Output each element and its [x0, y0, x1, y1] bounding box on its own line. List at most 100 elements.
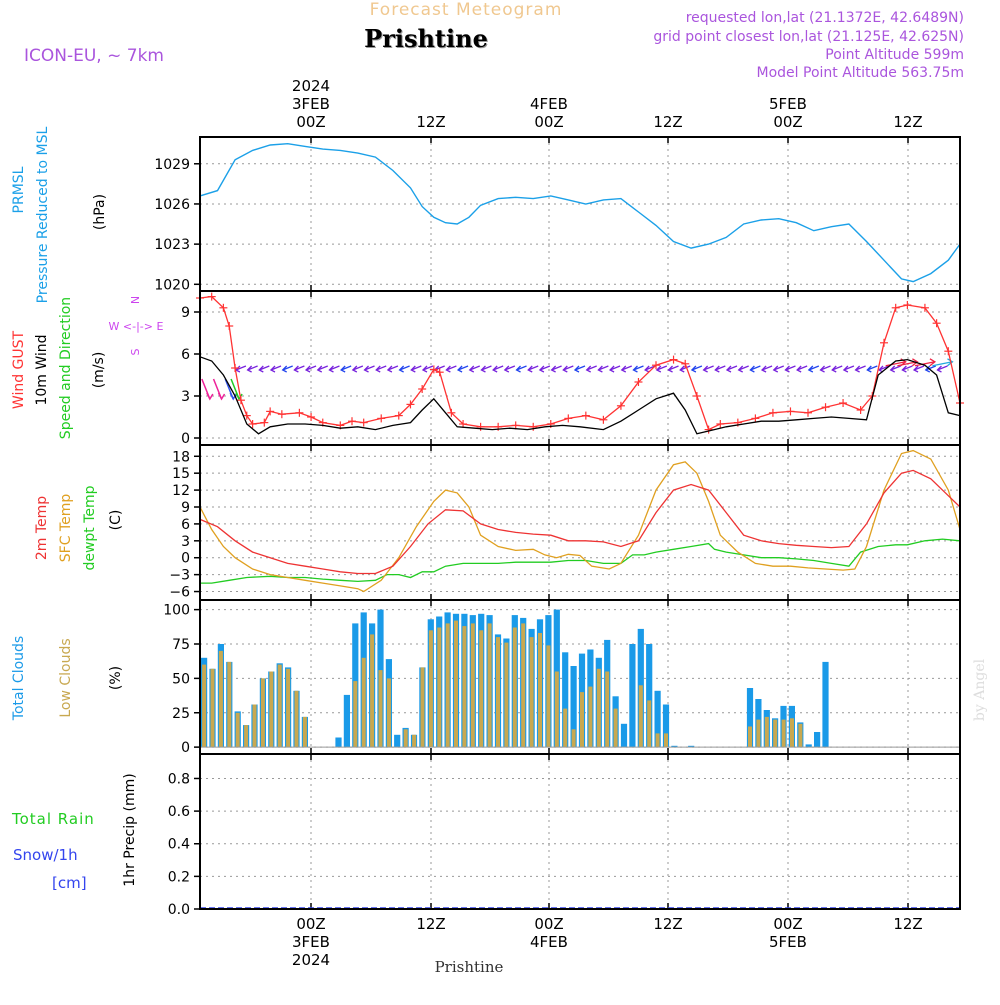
- panel-frame: [199, 753, 961, 910]
- wind-arrow-head: [912, 365, 919, 373]
- wind-direction-arrow: [679, 365, 691, 373]
- wind-arrow-head: [911, 358, 919, 367]
- wind-arrow-shaft: [831, 365, 843, 371]
- wind-arrow-head: [702, 365, 709, 373]
- wind-direction-arrow: [914, 358, 937, 367]
- wind-arrow-head: [316, 365, 323, 373]
- total-clouds-label: Total Clouds: [11, 636, 27, 721]
- wind-arrow-shaft: [726, 365, 738, 371]
- y-tick-label: −3: [169, 568, 190, 584]
- wind-arrow-shaft: [352, 365, 364, 371]
- y-tick-label: 12: [172, 483, 190, 499]
- wind-arrow-head: [445, 365, 451, 373]
- wind-arrow-head: [293, 365, 299, 373]
- wind-direction-arrow: [550, 365, 562, 373]
- wind-arrow-head: [269, 365, 276, 373]
- wind-direction-arrow: [527, 365, 539, 373]
- temp2m-line: [199, 469, 961, 575]
- low-cloud-bar: [370, 634, 375, 748]
- wind-unit: (m/s): [91, 352, 107, 389]
- wind-arrow-head: [679, 365, 685, 373]
- wind-direction-arrow: [304, 365, 317, 373]
- wind-arrow-head: [796, 365, 802, 373]
- wind-labels: Wind GUST 10m Wind Speed and Direction (…: [11, 296, 163, 439]
- snow-unit: [cm]: [52, 874, 87, 892]
- y-tick-label: 0.6: [168, 804, 190, 820]
- wind-direction-arrow: [212, 378, 226, 401]
- wind-arrow-shaft: [305, 365, 317, 371]
- wind-direction-arrow: [796, 365, 808, 373]
- bottom-axis-label: 3FEB: [292, 933, 330, 951]
- wind-arrow-head: [480, 365, 486, 373]
- wind-arrow-shaft: [399, 365, 410, 371]
- wind-arrow-head: [468, 365, 475, 373]
- wind-arrow-shaft: [539, 365, 551, 371]
- wind-arrow-head: [375, 365, 381, 373]
- top-axis-label: 12Z: [893, 113, 922, 131]
- wind-direction-arrow: [667, 365, 679, 373]
- low-cloud-bar: [235, 712, 240, 748]
- wind-direction-arrow: [807, 365, 820, 373]
- wind-arrow-head: [410, 365, 416, 373]
- wind-arrow-head: [386, 365, 393, 373]
- y-tick-label: 0.0: [168, 902, 190, 918]
- wind-direction-arrow: [258, 365, 270, 373]
- low-cloud-bar: [277, 664, 282, 748]
- top-axis-label: 00Z: [534, 113, 563, 131]
- wind-arrow-head: [877, 365, 884, 373]
- wind-direction-arrow: [480, 365, 492, 373]
- pressure-labels: PRMSL Pressure Reduced to MSL (hPa): [11, 126, 108, 303]
- wind-arrow-shaft: [574, 365, 586, 371]
- wind-arrow-shaft: [796, 365, 808, 371]
- low-cloud-bar: [647, 700, 652, 748]
- wind-arrow-head: [784, 365, 790, 373]
- wind-direction-arrow: [690, 365, 703, 373]
- wind-direction-arrow: [714, 365, 726, 373]
- wind-arrow-shaft: [885, 361, 906, 367]
- wind-speed-label: 10m Wind: [34, 334, 50, 405]
- wind-arrow-shaft: [621, 365, 633, 371]
- pressure-unit: (hPa): [92, 194, 108, 230]
- wind-arrow-head: [807, 365, 814, 373]
- low-cloud-bar: [428, 630, 433, 748]
- compass-west-east: W <-|-> E: [109, 320, 164, 333]
- sfc-temp-label: SFC Temp: [58, 494, 74, 563]
- bottom-axis-label: 12Z: [416, 915, 445, 933]
- wind-direction-arrow: [363, 365, 375, 373]
- wind-arrow-shaft: [457, 365, 469, 371]
- wind-arrow-head: [550, 365, 557, 373]
- wind-arrow-shaft: [375, 365, 387, 371]
- wind-direction-arrow: [784, 365, 796, 373]
- wind-arrow-head: [737, 365, 744, 373]
- wind-arrow-shaft: [897, 361, 918, 367]
- rain-label: Total Rain: [11, 810, 95, 828]
- y-tick-label: 1020: [154, 277, 190, 293]
- low-cloud-bar: [588, 686, 593, 748]
- wind-direction-arrow: [573, 365, 586, 373]
- wind-arrow-shaft: [855, 365, 866, 371]
- wind-arrow-head: [690, 365, 697, 373]
- gust-line: [199, 295, 961, 431]
- wind-arrow-shaft: [937, 365, 948, 371]
- point-altitude: Point Altitude 599m: [825, 47, 964, 63]
- wind-speed-line: [199, 356, 961, 435]
- wind-arrow-head: [772, 365, 779, 373]
- total-cloud-bar: [814, 732, 821, 748]
- wind-arrow-shaft: [504, 365, 516, 371]
- wind-arrow-shaft: [481, 365, 492, 371]
- compass-south: S: [129, 348, 142, 355]
- total-cloud-bar: [562, 652, 569, 748]
- low-cloud-bar: [403, 729, 408, 748]
- total-cloud-bar: [688, 745, 695, 748]
- bottom-axis-label: 12Z: [893, 915, 922, 933]
- wind-arrow-shaft: [703, 365, 714, 371]
- low-cloud-bar: [412, 734, 417, 748]
- wind-direction-arrow: [269, 365, 282, 373]
- y-tick-label: 1023: [154, 237, 190, 253]
- low-cloud-bar: [798, 723, 803, 748]
- total-cloud-bar: [662, 704, 670, 748]
- wind-arrow-head: [340, 365, 346, 373]
- pressure-label-short: PRMSL: [11, 166, 27, 213]
- y-tick-label: 0.4: [168, 837, 190, 853]
